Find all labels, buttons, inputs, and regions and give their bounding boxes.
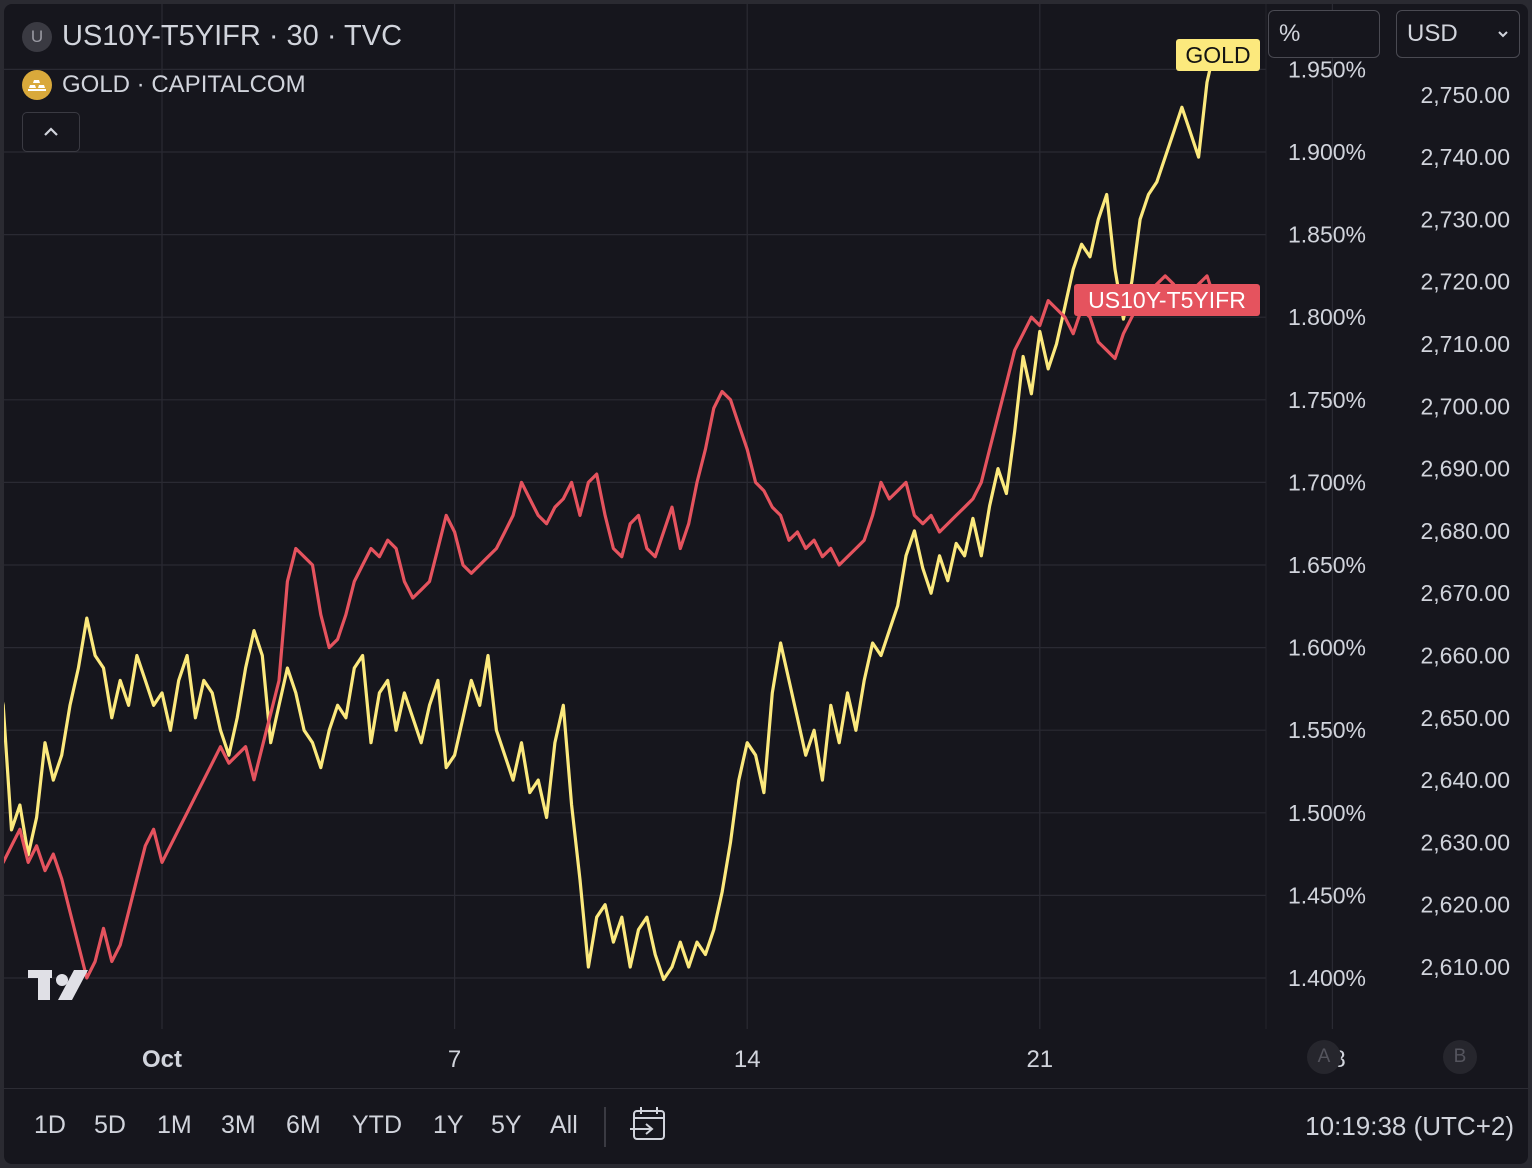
right-axis-tick-label: 2,710.00 (1420, 331, 1510, 357)
chevron-down-icon (1498, 31, 1508, 38)
timeframe-1y-button[interactable]: 1Y (433, 1111, 464, 1139)
series-line-us10y-t5yifr[interactable] (4, 274, 1218, 980)
series-line-gold[interactable] (4, 43, 1218, 982)
timeframe-5d-button[interactable]: 5D (94, 1111, 126, 1139)
yield-last-value-label: US10Y-T5YIFR (1074, 284, 1260, 316)
timezone-clock[interactable]: 10:19:38 (UTC+2) (1305, 1111, 1514, 1141)
right-axis-tick-label: 2,670.00 (1420, 580, 1510, 606)
right-axis-tick-label: 2,750.00 (1420, 82, 1510, 108)
yield-last-value-label-text: US10Y-T5YIFR (1088, 287, 1246, 313)
gold-last-value-label: GOLD (1176, 39, 1260, 71)
both-scales-label: B (1453, 1046, 1467, 1067)
both-scales-button[interactable]: B (1443, 1040, 1477, 1074)
left-axis-tick-label: 1.600% (1288, 635, 1366, 661)
gold-bars-icon (22, 70, 52, 100)
tradingview-logo (28, 970, 88, 1000)
right-axis-tick-label: 2,700.00 (1420, 393, 1510, 419)
right-axis-tick-label: 2,730.00 (1420, 206, 1510, 232)
left-axis-tick-label: 1.900% (1288, 139, 1366, 165)
axis-layer: 1.400% 1.450% 1.500% 1.550% 1.600% 1.650% 1.70… (142, 56, 1510, 1073)
right-axis-tick-label: 2,640.00 (1420, 767, 1510, 793)
currency-label: USD (1407, 20, 1458, 47)
timeframe-1m-button[interactable]: 1M (157, 1111, 192, 1139)
chart-canvas[interactable]: 1.400% 1.450% 1.500% 1.550% 1.600% 1.650% 1.70… (4, 4, 1528, 1164)
timeframe-all-button[interactable]: All (550, 1111, 578, 1139)
timeframe-6m-button[interactable]: 6M (286, 1111, 321, 1139)
compare-series-title: GOLD · CAPITALCOM (62, 71, 306, 98)
main-series-legend[interactable]: U US10Y-T5YIFR · 30 · TVC (22, 20, 402, 53)
left-axis-tick-label: 1.800% (1288, 304, 1366, 330)
calendar-arrow-icon (630, 1107, 665, 1140)
currency-select[interactable]: USD (1396, 10, 1520, 58)
left-axis-tick-label: 1.650% (1288, 552, 1366, 578)
left-axis-tick-label: 1.450% (1288, 882, 1366, 908)
collapse-legend-button[interactable] (22, 112, 80, 152)
left-axis-tick-label: 1.400% (1288, 965, 1366, 991)
x-axis-tick-label: 21 (1026, 1046, 1053, 1073)
x-axis-tick-label: 7 (448, 1046, 461, 1073)
chart-window: 1.400% 1.450% 1.500% 1.550% 1.600% 1.650% 1.70… (4, 4, 1528, 1164)
timeframe-ytd-button[interactable]: YTD (352, 1111, 402, 1139)
percent-scale-label: % (1279, 20, 1301, 47)
series-layer (4, 43, 1222, 982)
left-axis-tick-label: 1.950% (1288, 56, 1366, 82)
x-axis-tick-label: 14 (734, 1046, 761, 1073)
left-axis-tick-label: 1.850% (1288, 222, 1366, 248)
left-axis-tick-label: 1.750% (1288, 387, 1366, 413)
right-axis-tick-label: 2,680.00 (1420, 518, 1510, 544)
left-axis-tick-label: 1.700% (1288, 469, 1366, 495)
left-axis-tick-label: 1.550% (1288, 717, 1366, 743)
gold-last-value-label-text: GOLD (1185, 42, 1250, 68)
timeframe-5y-button[interactable]: 5Y (491, 1111, 522, 1139)
right-axis-tick-label: 2,610.00 (1420, 954, 1510, 980)
timeframe-1d-button[interactable]: 1D (34, 1111, 66, 1139)
date-range-button[interactable] (630, 1105, 670, 1150)
last-value-labels: GOLD US10Y-T5YIFR (1074, 39, 1260, 316)
right-axis-tick-label: 2,720.00 (1420, 269, 1510, 295)
right-axis-tick-label: 2,630.00 (1420, 829, 1510, 855)
compare-series-legend[interactable]: GOLD · CAPITALCOM (22, 70, 306, 100)
percent-scale-select[interactable]: % (1268, 10, 1380, 58)
right-axis-tick-label: 2,660.00 (1420, 643, 1510, 669)
auto-scale-button[interactable]: A (1307, 1040, 1341, 1074)
timeframe-3m-button[interactable]: 3M (221, 1111, 256, 1139)
right-axis-tick-label: 2,620.00 (1420, 892, 1510, 918)
toolbar-divider (604, 1107, 606, 1147)
left-axis-tick-label: 1.500% (1288, 800, 1366, 826)
right-axis-tick-label: 2,740.00 (1420, 144, 1510, 170)
x-axis-tick-label: Oct (142, 1046, 182, 1073)
main-series-title: US10Y-T5YIFR · 30 · TVC (62, 20, 403, 52)
main-symbol-badge: U (22, 21, 52, 52)
chevron-up-icon (44, 127, 58, 136)
timeframe-toolbar: 1D 5D 1M 3M 6M YTD 1Y 5Y All 10:19:38 (U… (4, 1088, 1528, 1164)
right-axis-tick-label: 2,690.00 (1420, 456, 1510, 482)
auto-scale-label: A (1317, 1046, 1331, 1067)
right-axis-tick-label: 2,650.00 (1420, 705, 1510, 731)
